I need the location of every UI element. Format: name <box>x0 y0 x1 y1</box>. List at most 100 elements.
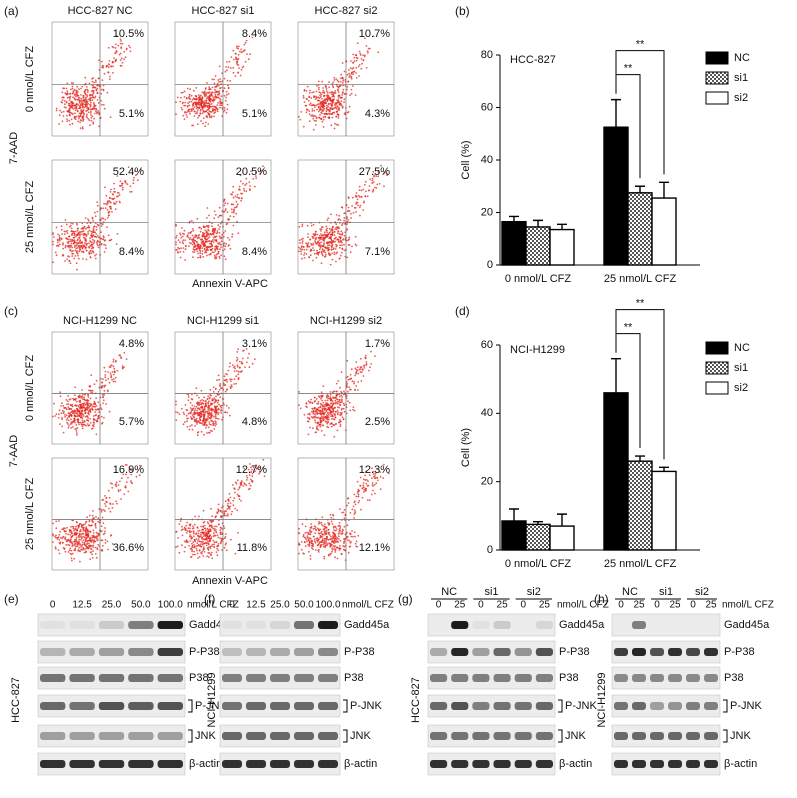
event-dot <box>303 252 306 254</box>
panel-label: (c) <box>4 304 18 318</box>
event-dot <box>89 108 92 111</box>
event-dot <box>105 379 107 382</box>
event-dot <box>355 372 358 375</box>
event-dot <box>372 473 375 476</box>
event-dot <box>95 379 98 382</box>
event-dot <box>74 542 77 545</box>
event-dot <box>343 70 346 73</box>
event-dot <box>236 45 238 48</box>
event-dot <box>377 171 380 174</box>
event-dot <box>202 531 204 533</box>
event-dot <box>202 528 205 531</box>
event-dot <box>124 464 127 466</box>
event-dot <box>355 203 357 205</box>
event-dot <box>246 361 248 364</box>
event-dot <box>379 471 382 473</box>
event-dot <box>322 118 325 121</box>
event-dot <box>86 529 89 531</box>
event-dot <box>215 423 218 425</box>
event-dot <box>193 249 196 251</box>
event-dot <box>219 226 221 228</box>
panel-label: (f) <box>204 592 215 606</box>
event-dot <box>199 250 202 253</box>
event-dot <box>362 375 365 377</box>
event-dot <box>55 534 57 537</box>
event-dot <box>206 217 208 219</box>
event-dot <box>74 412 77 414</box>
event-dot <box>370 363 373 365</box>
event-dot <box>312 247 314 249</box>
event-dot <box>236 479 239 482</box>
event-dot <box>239 366 241 369</box>
event-dot <box>326 100 329 103</box>
event-dot <box>299 248 302 250</box>
event-dot <box>305 242 308 245</box>
event-dot <box>66 92 69 95</box>
event-dot <box>208 253 211 256</box>
event-dot <box>107 489 110 492</box>
event-dot <box>298 250 300 253</box>
event-dot <box>327 403 330 406</box>
event-dot <box>309 537 312 540</box>
event-dot <box>354 367 357 370</box>
scatter-plot <box>51 331 149 445</box>
event-dot <box>208 397 211 400</box>
event-dot <box>65 106 67 109</box>
event-dot <box>214 424 217 427</box>
event-dot <box>216 93 219 96</box>
event-dot <box>196 244 199 247</box>
event-dot <box>361 369 364 371</box>
event-dot <box>188 535 191 538</box>
event-dot <box>81 230 84 233</box>
event-dot <box>200 98 203 101</box>
event-dot <box>316 427 318 430</box>
event-dot <box>219 237 222 239</box>
event-dot <box>219 243 221 246</box>
event-dot <box>202 122 205 125</box>
event-dot <box>214 415 217 418</box>
event-dot <box>240 361 243 363</box>
event-dot <box>328 102 330 105</box>
event-dot <box>81 250 83 253</box>
event-dot <box>97 246 100 249</box>
event-dot <box>215 399 217 402</box>
event-dot <box>326 219 329 222</box>
event-dot <box>183 90 186 93</box>
event-dot <box>77 234 79 236</box>
event-dot <box>323 92 326 94</box>
event-dot <box>229 80 232 82</box>
event-dot <box>312 223 315 226</box>
event-dot <box>52 534 54 537</box>
event-dot <box>212 424 214 427</box>
event-dot <box>338 406 340 409</box>
event-dot <box>85 424 87 427</box>
column-title: NCI-H1299 si2 <box>310 315 382 327</box>
event-dot <box>334 551 337 553</box>
event-dot <box>339 84 342 87</box>
event-dot <box>371 182 374 185</box>
event-dot <box>196 106 199 109</box>
event-dot <box>321 524 323 526</box>
event-dot <box>72 113 74 115</box>
event-dot <box>68 226 71 228</box>
event-dot <box>102 88 105 91</box>
event-dot <box>61 255 64 257</box>
event-dot <box>217 543 220 545</box>
event-dot <box>86 107 88 109</box>
event-dot <box>244 60 247 63</box>
event-dot <box>333 79 336 81</box>
event-dot <box>190 242 193 245</box>
event-dot <box>89 240 91 242</box>
event-dot <box>330 406 333 409</box>
event-dot <box>210 524 213 527</box>
event-dot <box>80 230 83 233</box>
event-dot <box>313 416 315 419</box>
event-dot <box>86 419 89 422</box>
event-dot <box>362 484 364 487</box>
event-dot <box>322 116 325 119</box>
event-dot <box>343 545 346 548</box>
event-dot <box>350 212 352 215</box>
event-dot <box>338 103 341 106</box>
event-dot <box>81 106 84 109</box>
event-dot <box>350 92 353 95</box>
